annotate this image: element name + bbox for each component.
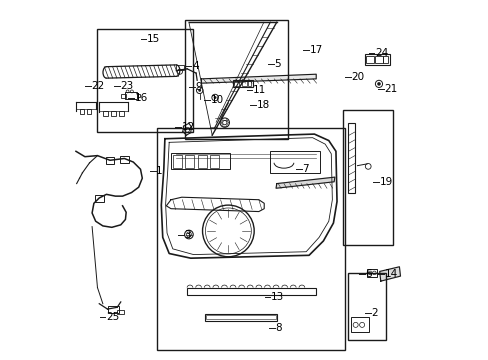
- Bar: [95, 195, 103, 202]
- Text: 17: 17: [309, 45, 323, 55]
- Text: 24: 24: [374, 48, 387, 58]
- Bar: [108, 306, 119, 313]
- Bar: [204, 314, 276, 320]
- Bar: [110, 111, 116, 116]
- Bar: [121, 94, 125, 98]
- Bar: [247, 81, 251, 86]
- Bar: [364, 54, 389, 65]
- Bar: [351, 318, 368, 332]
- Text: 9: 9: [195, 82, 202, 93]
- Text: 8: 8: [275, 323, 282, 333]
- Bar: [198, 154, 206, 168]
- Bar: [185, 21, 287, 139]
- Text: 14: 14: [384, 269, 397, 279]
- Bar: [234, 81, 239, 86]
- Text: 23: 23: [120, 81, 133, 91]
- Polygon shape: [276, 177, 334, 188]
- Bar: [156, 128, 344, 350]
- Bar: [241, 81, 246, 86]
- Text: 22: 22: [92, 81, 105, 91]
- Text: 10: 10: [210, 95, 224, 105]
- Text: 16: 16: [135, 93, 148, 103]
- Bar: [119, 111, 124, 116]
- Bar: [366, 269, 376, 277]
- Bar: [86, 109, 91, 114]
- Bar: [269, 150, 319, 173]
- Text: 12: 12: [181, 122, 194, 132]
- Text: 19: 19: [379, 177, 392, 187]
- Text: 15: 15: [147, 35, 160, 44]
- Text: 4: 4: [192, 61, 198, 71]
- Bar: [348, 123, 354, 193]
- Bar: [185, 154, 194, 168]
- Text: 3: 3: [184, 230, 190, 239]
- Bar: [375, 56, 382, 63]
- Bar: [187, 288, 316, 296]
- Bar: [343, 110, 392, 244]
- Text: 25: 25: [106, 312, 119, 322]
- Text: 2: 2: [371, 309, 377, 318]
- Bar: [172, 154, 182, 168]
- Bar: [171, 153, 230, 169]
- Text: 1: 1: [156, 166, 163, 176]
- Bar: [366, 56, 373, 63]
- Bar: [120, 156, 128, 163]
- Bar: [348, 273, 386, 339]
- Text: 6: 6: [365, 269, 371, 279]
- Bar: [125, 92, 137, 99]
- Text: 21: 21: [384, 84, 397, 94]
- Bar: [97, 30, 192, 132]
- Text: 20: 20: [351, 72, 364, 82]
- Text: 13: 13: [270, 292, 284, 302]
- Text: 7: 7: [302, 164, 308, 174]
- Bar: [105, 157, 114, 164]
- Text: 5: 5: [274, 59, 281, 69]
- Text: 11: 11: [253, 85, 266, 95]
- Polygon shape: [379, 267, 400, 281]
- Polygon shape: [201, 74, 316, 83]
- Bar: [175, 65, 183, 69]
- Circle shape: [198, 89, 201, 92]
- Circle shape: [213, 96, 216, 99]
- Circle shape: [376, 82, 380, 86]
- Bar: [210, 154, 219, 168]
- Bar: [233, 80, 252, 87]
- Bar: [206, 315, 275, 319]
- Bar: [382, 56, 387, 63]
- Bar: [80, 109, 83, 114]
- Text: 18: 18: [256, 100, 269, 111]
- Bar: [137, 94, 140, 97]
- Bar: [117, 310, 123, 315]
- Bar: [102, 111, 108, 116]
